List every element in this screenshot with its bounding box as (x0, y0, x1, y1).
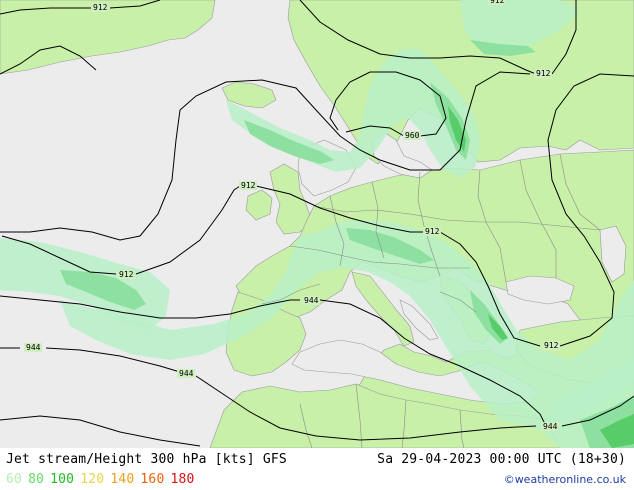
contour-label: 944 (541, 422, 559, 431)
chart-title: Jet stream/Height 300 hPa [kts] GFS (6, 452, 287, 467)
chart-footer: Jet stream/Height 300 hPa [kts] GFS Sa 2… (0, 448, 634, 490)
legend-item-140: 140 (110, 472, 135, 487)
contour-label: 912 (117, 270, 135, 279)
contour-label: 912 (534, 69, 552, 78)
contour-label: 944 (177, 369, 195, 378)
land-italy (351, 271, 415, 347)
contour-912-atlantic (1, 235, 117, 275)
contour-960-baltic (345, 125, 405, 137)
jet-band-80-arctic (470, 40, 536, 56)
legend-item-100: 100 (50, 472, 75, 487)
contour-944-atlantic-south (0, 415, 201, 447)
contour-label: 912 (239, 181, 257, 190)
speed-legend: 60 80 100 120 140 160 180 (6, 472, 201, 487)
contour-label: 912 (423, 227, 441, 236)
svg-text:944: 944 (304, 296, 319, 305)
svg-text:912: 912 (119, 270, 134, 279)
svg-text:912: 912 (490, 0, 505, 5)
contour-912-east (547, 73, 634, 347)
jet-stream-shading (0, 0, 634, 448)
svg-text:912: 912 (425, 227, 440, 236)
contour-944-south-b (45, 347, 181, 373)
weather-map: 912 912 912 912 912 912 912 960 944 944 … (0, 0, 634, 448)
contour-912-north-arc (0, 109, 181, 241)
sea-caspian (599, 225, 627, 283)
jet-band-80-north (244, 120, 334, 164)
contour-912-top (299, 0, 537, 75)
contour-944-med (319, 299, 547, 427)
contour-labels: 912 912 912 912 912 912 912 960 944 944 … (24, 0, 560, 431)
contour-944-iberia (0, 295, 300, 319)
contour-960-baltic-b (329, 71, 447, 137)
contour-label: 912 (91, 3, 109, 12)
legend-item-60: 60 (6, 472, 23, 487)
jet-core-100-east (600, 414, 634, 448)
contour-label: 944 (24, 343, 42, 352)
land-greenland (0, 0, 216, 75)
jet-band-80-europe (346, 228, 434, 264)
contour-label: 960 (403, 131, 421, 140)
contour-label: 912 (542, 341, 560, 350)
svg-text:912: 912 (241, 181, 256, 190)
svg-text:960: 960 (405, 131, 420, 140)
land-iceland (221, 81, 277, 109)
contour-944-east (561, 395, 634, 427)
svg-text:944: 944 (26, 343, 41, 352)
legend-item-120: 120 (80, 472, 105, 487)
contour-label: 944 (302, 296, 320, 305)
land-ireland (245, 189, 273, 221)
contour-912-greenland (0, 7, 100, 15)
sea-black (505, 275, 575, 305)
svg-text:944: 944 (543, 422, 558, 431)
svg-text:912: 912 (544, 341, 559, 350)
contour-912-north-loop (179, 71, 531, 171)
legend-item-180: 180 (170, 472, 195, 487)
sea-adriatic (399, 299, 439, 341)
jet-band-60-south (60, 220, 634, 430)
contour-944-south-c (195, 375, 537, 441)
country-borders (261, 153, 601, 448)
svg-text:944: 944 (179, 369, 194, 378)
svg-text:912: 912 (536, 69, 551, 78)
jet-band-60-arctic (460, 0, 580, 52)
legend-item-80: 80 (28, 472, 45, 487)
contour-912-top-r (551, 0, 577, 75)
legend-item-160: 160 (140, 472, 165, 487)
svg-text:912: 912 (93, 3, 108, 12)
jet-band-80-atlantic (60, 270, 146, 310)
valid-datetime: Sa 29-04-2023 00:00 UTC (18+30) (377, 452, 626, 467)
contour-912-europe (439, 231, 541, 347)
contour-960-arctic (0, 45, 97, 75)
contour-912-atlantic-b (135, 185, 241, 275)
contour-912-atlantic-c (255, 185, 424, 233)
credit-link[interactable]: ©weatheronline.co.uk (503, 473, 626, 486)
height-contours (0, 0, 634, 447)
contour-912-greenland-b (109, 0, 161, 9)
contour-label: 912 (488, 0, 506, 5)
jet-core-100-balkans (488, 314, 508, 340)
